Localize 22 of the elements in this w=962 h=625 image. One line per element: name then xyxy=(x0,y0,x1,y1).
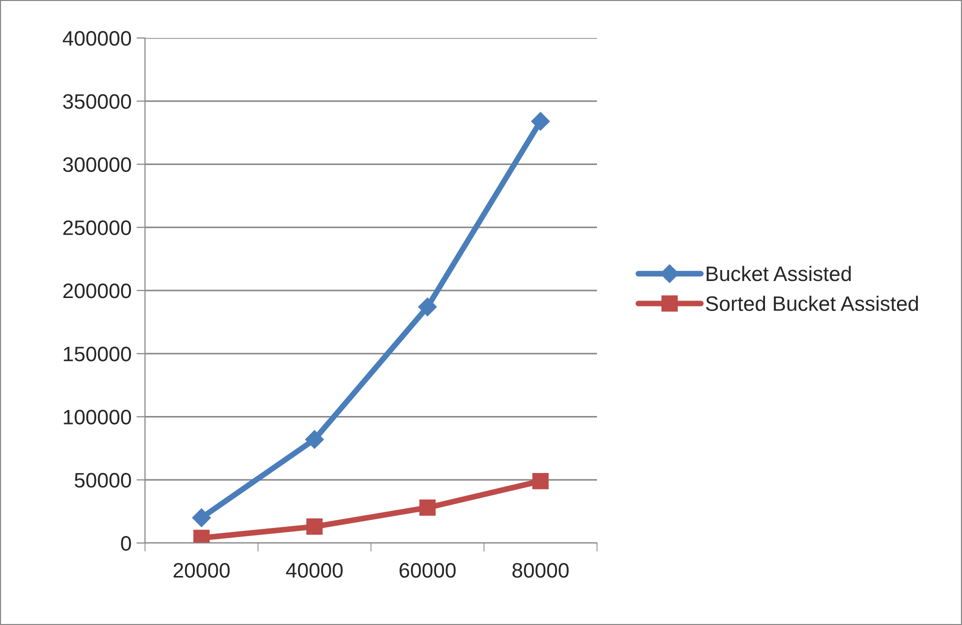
y-tick-label: 350000 xyxy=(63,94,131,109)
point xyxy=(532,472,549,490)
legend-label: Sorted Bucket Assisted xyxy=(706,296,918,312)
point xyxy=(419,499,436,516)
y-tick-label: 100000 xyxy=(64,410,131,425)
x-tick-label: 80000 xyxy=(512,562,569,578)
x-tick-label: 20000 xyxy=(174,562,230,578)
point xyxy=(531,112,550,131)
point xyxy=(192,508,211,528)
y-tick-label: 200000 xyxy=(63,284,131,298)
x-tick-label: 40000 xyxy=(286,562,343,578)
y-tick-label: 400000 xyxy=(62,31,131,46)
y-tick-label: 300000 xyxy=(63,157,131,172)
point xyxy=(305,430,324,449)
point xyxy=(418,298,437,316)
point xyxy=(306,518,323,535)
x-tick-label: 60000 xyxy=(400,562,456,578)
y-tick-label: 250000 xyxy=(63,220,131,236)
legend-label: Bucket Assisted xyxy=(706,266,851,282)
y-tick-label: 50000 xyxy=(74,472,131,488)
y-tick-label: 0 xyxy=(121,536,131,551)
y-tick-label: 150000 xyxy=(64,346,131,362)
